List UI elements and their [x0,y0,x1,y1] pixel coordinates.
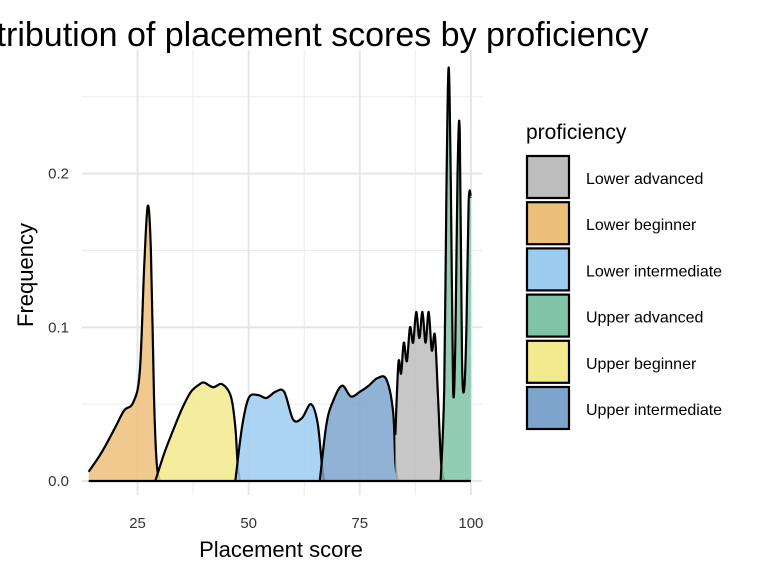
density-fill-lower-intermediate [235,389,325,481]
density-line-upper-intermediate [318,375,399,482]
legend-key [525,293,571,338]
tick-labels: 25 50 75 100 0.0 0.1 0.2 [48,166,483,532]
legend-label: Upper intermediate [586,402,722,419]
legend-label: Lower advanced [586,171,703,188]
legend-title: proficiency [526,121,627,144]
legend-key [525,385,571,431]
legend-key [525,201,571,246]
density-fill-upper-advanced [440,67,471,481]
x-axis-title: Placement score [199,537,363,562]
density-line-upper-advanced [439,66,472,482]
density-line-lower-intermediate [234,388,326,482]
density-line-lower-advanced [394,310,446,482]
density-areas [87,66,472,483]
x-tick-label: 50 [240,515,257,532]
y-axis-title: Frequency [13,223,38,327]
y-tick-label: 0.0 [48,473,69,490]
legend-label: Upper beginner [586,356,697,373]
y-tick-label: 0.2 [48,166,69,183]
density-line-upper-beginner [154,381,241,482]
x-tick-label: 100 [458,515,483,532]
chart-title: Distribution of placement scores by prof… [0,16,649,54]
legend-label: Upper advanced [586,310,703,327]
legend-label: Lower intermediate [586,263,722,280]
density-line-lower-beginner [87,204,161,482]
legend-key [525,339,571,384]
y-tick-label: 0.1 [48,319,69,336]
density-fill-upper-intermediate [319,376,398,481]
legend: proficiency Lower advanced Lower beginner… [525,121,722,431]
legend-key [525,247,571,292]
legend-label: Lower beginner [586,217,697,234]
legend-key [525,154,571,200]
x-tick-label: 75 [351,515,368,532]
density-fill-lower-beginner [88,205,160,481]
density-fill-lower-advanced [395,311,445,481]
density-fill-upper-beginner [155,382,240,481]
x-tick-label: 25 [129,515,146,532]
